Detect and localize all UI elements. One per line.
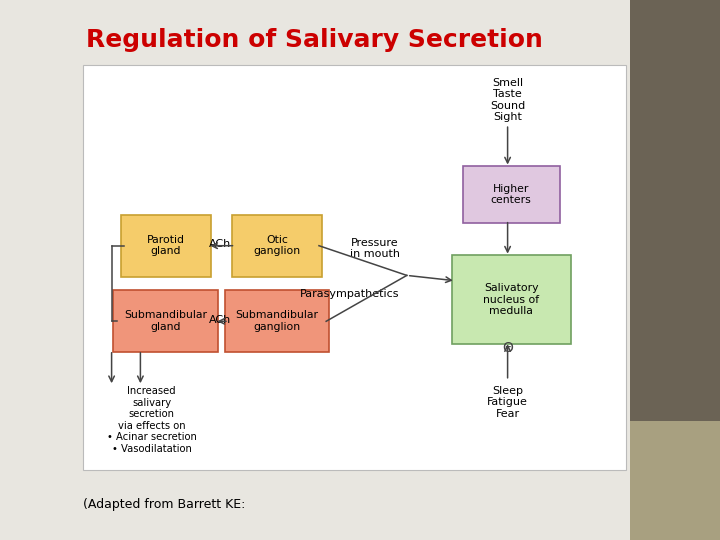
- FancyBboxPatch shape: [232, 214, 323, 276]
- Text: Θ: Θ: [502, 341, 513, 355]
- Text: Submandibular
ganglion: Submandibular ganglion: [235, 310, 319, 332]
- Text: Regulation of Salivary Secretion: Regulation of Salivary Secretion: [86, 29, 544, 52]
- Text: Parotid
gland: Parotid gland: [147, 235, 184, 256]
- Text: Increased
salivary
secretion
via effects on
• Acinar secretion
• Vasodilatation: Increased salivary secretion via effects…: [107, 386, 197, 454]
- FancyBboxPatch shape: [225, 291, 330, 352]
- Text: Salivatory
nucleus of
medulla: Salivatory nucleus of medulla: [483, 283, 539, 316]
- Text: Higher
centers: Higher centers: [491, 184, 531, 205]
- FancyBboxPatch shape: [121, 214, 210, 276]
- Text: Parasympathetics: Parasympathetics: [300, 289, 400, 299]
- Bar: [83, 65, 626, 470]
- FancyBboxPatch shape: [114, 291, 217, 352]
- Text: Sleep
Fatigue
Fear: Sleep Fatigue Fear: [487, 386, 528, 419]
- Text: Smell
Taste
Sound
Sight: Smell Taste Sound Sight: [490, 78, 525, 122]
- Text: (Adapted from Barrett KE:: (Adapted from Barrett KE:: [83, 498, 249, 511]
- Bar: [630, 421, 720, 540]
- Text: Pressure
in mouth: Pressure in mouth: [350, 238, 400, 259]
- Bar: [630, 0, 720, 540]
- Text: Submandibular
gland: Submandibular gland: [124, 310, 207, 332]
- Text: Otic
ganglion: Otic ganglion: [253, 235, 301, 256]
- Text: ACh: ACh: [209, 239, 230, 249]
- FancyBboxPatch shape: [462, 166, 560, 222]
- Text: ACh: ACh: [209, 315, 230, 325]
- FancyBboxPatch shape: [452, 255, 571, 345]
